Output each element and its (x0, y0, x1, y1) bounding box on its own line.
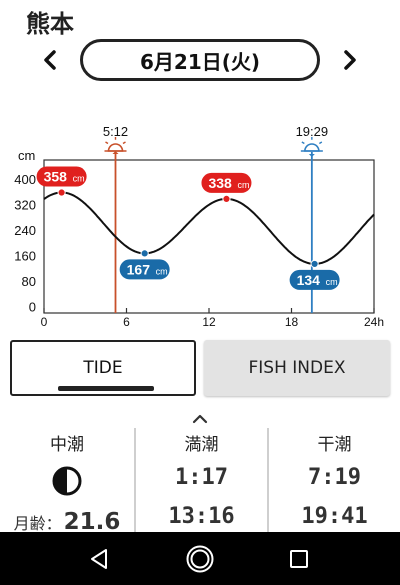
low-tide-label: 167 cm (119, 259, 170, 280)
high-tide-badge (36, 166, 87, 187)
high-tide-time-1: 1:17 (175, 465, 228, 490)
back-triangle-icon[interactable] (88, 547, 110, 571)
high-tide-heading: 満潮 (184, 435, 219, 455)
system-navigation-bar (0, 532, 400, 585)
low-tide-badge (119, 259, 170, 280)
low-tide-value: 134 (297, 272, 321, 288)
home-circle-icon[interactable] (185, 544, 215, 574)
high-tide-unit: cm (73, 174, 85, 184)
tide-type: 中潮 (50, 435, 84, 455)
low-tide-label: 134 cm (289, 269, 340, 290)
sun-direction-arrow (112, 151, 119, 154)
recents-square-icon[interactable] (290, 550, 308, 568)
y-tick-label: 400 (14, 172, 36, 187)
chevron-right-icon[interactable] (338, 46, 362, 74)
low-tide-value: 167 (127, 261, 151, 277)
low-tide-point (140, 249, 149, 258)
y-tick-label: 240 (14, 223, 36, 238)
low-tide-unit: cm (156, 266, 168, 276)
x-tick-label: 24h (364, 315, 384, 329)
y-tick-label: 80 (22, 274, 36, 289)
sunset-icon (300, 137, 323, 157)
y-tick-label: 0 (29, 300, 36, 315)
tab-bar: TIDE FISH INDEX (10, 340, 390, 396)
high-tide-label: 338 cm (201, 172, 252, 193)
tab-fish-index[interactable]: FISH INDEX (204, 340, 390, 396)
y-tick-label: 320 (14, 198, 36, 213)
low-tide-time-2: 19:41 (301, 504, 368, 529)
high-tide-label: 358 cm (36, 166, 87, 187)
sun-ray (301, 141, 305, 145)
x-tick-label: 0 (41, 315, 48, 329)
tab-tide-label: TIDE (83, 358, 123, 378)
high-tide-unit: cm (237, 180, 249, 190)
low-tide-heading: 干潮 (317, 435, 352, 455)
high-tide-column: 満潮 1:17 13:16 (134, 428, 267, 532)
chevron-left-icon[interactable] (38, 46, 62, 74)
high-tide-time-2: 13:16 (168, 504, 235, 529)
x-tick-label: 6 (123, 315, 130, 329)
chevron-up-icon[interactable] (190, 412, 210, 426)
location-title: 熊本 (26, 10, 74, 38)
active-tab-indicator (58, 386, 154, 391)
moon-age: 月齢：21.6 (0, 509, 134, 535)
sunrise-time-label: 5:12 (103, 124, 128, 139)
high-tide-point (57, 188, 66, 197)
low-tide-badge (289, 269, 340, 290)
moon-phase-icon (52, 466, 82, 496)
tide-curve-line (43, 191, 375, 265)
date-label: 6月21日(火) (139, 49, 261, 74)
x-tick-label: 18 (285, 315, 299, 329)
sun-ray (105, 141, 109, 145)
y-unit-label: cm (18, 148, 35, 163)
sun-half (107, 143, 124, 152)
date-selector[interactable]: 6月21日(火) (80, 39, 320, 81)
sun-direction-arrow (308, 154, 315, 157)
sunset-time-label: 19:29 (296, 124, 329, 139)
y-tick-label: 160 (14, 249, 36, 264)
low-tide-time-1: 7:19 (308, 465, 361, 490)
tide-chart: cm 400 320 240 160 80 00 6 12 18 24h 5:12 19:29 358… (14, 124, 384, 329)
moon-age-label: 月齢： (13, 514, 62, 533)
low-tide-point (310, 259, 319, 269)
high-tide-point (222, 194, 231, 203)
x-tick-label: 12 (202, 315, 216, 329)
sun-ray (318, 141, 323, 145)
tab-fish-index-label: FISH INDEX (248, 358, 346, 378)
high-tide-value: 338 (208, 175, 232, 191)
high-tide-badge (201, 172, 252, 193)
sun-ray (122, 141, 126, 145)
tab-tide[interactable]: TIDE (10, 340, 196, 396)
low-tide-unit: cm (326, 277, 338, 287)
moon-age-value: 21.6 (63, 509, 121, 535)
high-tide-value: 358 (44, 169, 68, 185)
tide-type-column: 中潮 月齢：21.6 (0, 428, 134, 535)
low-tide-column: 干潮 7:19 19:41 (267, 428, 400, 532)
sun-half (304, 143, 320, 152)
sunrise-icon (104, 137, 127, 154)
